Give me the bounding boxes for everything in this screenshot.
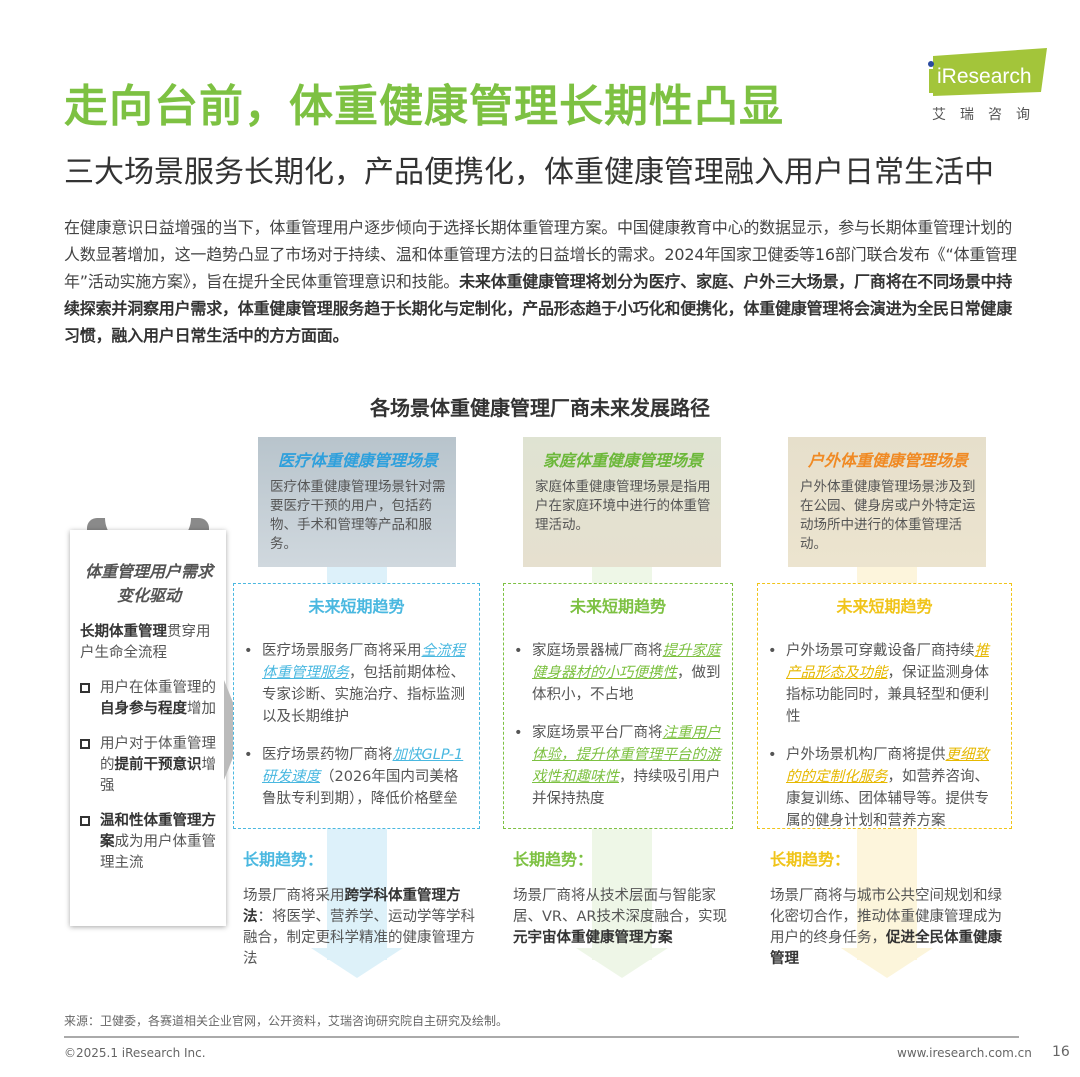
long-bold: 跨学科体重管理方法 xyxy=(243,888,461,925)
scene-description: 户外体重健康管理场景涉及到在公园、健身房或户外特定运动场所中进行的体重管理活动。 xyxy=(800,479,976,552)
bullet-highlight: 提升家庭健身器材的小巧便携性 xyxy=(532,643,721,681)
user-demand-heading: 体重管理用户需求变化驱动 xyxy=(84,562,213,605)
home-short-term-box: 未来短期趋势 • 家庭场景器械厂商将提升家庭健身器材的小巧便携性，做到体积小，不占… xyxy=(503,583,733,829)
bullet-highlight: 更细致的的定制化服务 xyxy=(786,747,989,785)
checkbox-square-icon xyxy=(80,739,90,749)
long-term-text: 场景厂商将采用跨学科体重管理方法：将医学、营养学、运动学等学科融合，制定更科学精… xyxy=(243,886,483,970)
page-title: 走向台前，体重健康管理长期性凸显 xyxy=(64,81,784,132)
bullet-text: ，做到体积小，不占地 xyxy=(532,665,721,703)
scene-title: 户外体重健康管理场景 xyxy=(807,451,968,470)
bullet-text: （2026年国内司美格鲁肽专利到期），降低价格壁垒 xyxy=(262,769,459,807)
bullet-text: 户外场景可穿戴设备厂商持续 xyxy=(786,643,975,659)
checkbox-square-icon xyxy=(80,683,90,693)
user-demand-panel: 体重管理用户需求变化驱动 长期体重管理贯穿用户生命全流程 用户在体重管理的自身参… xyxy=(70,530,226,926)
scene-title: 医疗体重健康管理场景 xyxy=(277,451,438,470)
long-term-text: 场景厂商将从技术层面与智能家居、VR、AR技术深度融合，实现元宇宙体重健康管理方… xyxy=(513,886,738,949)
trend-bullet: • 家庭场景平台厂商将注重用户体验，提升体重管理平台的游戏性和趣味性，持续吸引用户… xyxy=(514,725,721,807)
scene-title: 家庭体重健康管理场景 xyxy=(542,451,703,470)
source-note: 来源：卫健委，各赛道相关企业官网，公开资料，艾瑞咨询研究院自主研究及绘制。 xyxy=(64,1014,509,1028)
long-text: 场景厂商将采用 xyxy=(243,888,345,904)
long-text: 场景厂商将与城市公共空间规划和绿化密切合作，推动体重健康管理成为用户的终身任务， xyxy=(770,888,1002,946)
bullet-text: ，持续吸引用户并保持热度 xyxy=(532,769,721,807)
home-scene-card: 家庭体重健康管理场景 家庭体重健康管理场景是指用户在家庭环境中进行的体重管理活动… xyxy=(523,437,721,567)
long-bold: 促进全民体重健康管理 xyxy=(770,930,1002,967)
bullet-highlight: 加快GLP-1研发速度 xyxy=(262,747,464,785)
scene-description: 医疗体重健康管理场景针对需要医疗干预的用户，包括药物、手术和管理等产品和服务。 xyxy=(270,479,446,552)
trend-bullet: • 医疗场景服务厂商将采用全流程体重管理服务，包括前期体检、专家诊断、实施治疗、指… xyxy=(244,643,465,725)
long-text: 场景厂商将从技术层面与智能家居、VR、AR技术深度融合，实现 xyxy=(513,888,727,925)
scene-description: 家庭体重健康管理场景是指用户在家庭环境中进行的体重管理活动。 xyxy=(535,479,711,533)
item-bold: 提前干预意识 xyxy=(114,757,202,773)
item-bold: 自身参与程度 xyxy=(100,701,187,717)
demand-item: 用户对于体重管理的提前干预意识增强 xyxy=(80,734,218,797)
bullet-text: 医疗场景药物厂商将 xyxy=(262,747,393,763)
bullet-text: 家庭场景器械厂商将 xyxy=(532,643,663,659)
iresearch-logo: iResearch xyxy=(928,48,1047,96)
diagram-title: 各场景体重健康管理厂商未来发展路径 xyxy=(370,396,710,420)
item-text: 用户在体重管理的 xyxy=(100,680,216,696)
item-text: 用户对于体重管理的 xyxy=(100,736,216,773)
outdoor-scene-card: 户外体重健康管理场景 户外体重健康管理场景涉及到在公园、健身房或户外特定运动场所… xyxy=(788,437,986,567)
checkbox-square-icon xyxy=(80,816,90,826)
bullet-text: ，如营养咨询、康复训练、团体辅导等。提供专属的健身计划和营养方案 xyxy=(786,769,989,829)
bullet-text: 家庭场景平台厂商将 xyxy=(532,725,663,741)
item-text: 增加 xyxy=(187,701,216,717)
medical-short-term-box: 未来短期趋势 • 医疗场景服务厂商将采用全流程体重管理服务，包括前期体检、专家诊断… xyxy=(233,583,480,829)
logo-wordmark: iResearch xyxy=(937,65,1032,88)
item-text: 成为用户体重管理主流 xyxy=(100,834,216,871)
demand-item: 温和性体重管理方案成为用户体重管理主流 xyxy=(80,811,218,874)
item-bold: 温和性体重管理方案 xyxy=(100,813,216,850)
long-text: ：将医学、营养学、运动学等学科融合，制定更科学精准的健康管理方法 xyxy=(243,909,475,967)
trend-bullet: • 户外场景机构厂商将提供更细致的的定制化服务，如营养咨询、康复训练、团体辅导等。… xyxy=(768,747,989,829)
trend-bullet: • 家庭场景器械厂商将提升家庭健身器材的小巧便携性，做到体积小，不占地 xyxy=(514,643,721,703)
long-term-title: 长期趋势： xyxy=(513,850,594,869)
intro-paragraph: 在健康意识日益增强的当下，体重管理用户逐步倾向于选择长期体重管理方案。中国健康教… xyxy=(64,214,1020,349)
website-link[interactable]: www.iresearch.com.cn xyxy=(897,1046,1032,1060)
bullet-text: ，包括前期体检、专家诊断、实施治疗、指标监测以及长期维护 xyxy=(262,665,465,725)
intro-bold-text: 未来体重健康管理将划分为医疗、家庭、户外三大场景，厂商将在不同场景中持续探索并洞… xyxy=(64,272,1013,345)
demand-item: 用户在体重管理的自身参与程度增加 xyxy=(80,678,218,720)
logo-subtitle: 艾瑞咨询 xyxy=(932,107,1044,123)
page-number: 16 xyxy=(1052,1044,1070,1060)
short-term-title: 未来短期趋势 xyxy=(569,597,666,616)
intro-text: 在健康意识日益增强的当下，体重管理用户逐步倾向于选择长期体重管理方案。中国健康教… xyxy=(64,218,1017,291)
intro-normal: 贯穿用户生命全流程 xyxy=(80,624,211,661)
bullet-highlight: 注重用户体验，提升体重管理平台的游戏性和趣味性 xyxy=(532,725,721,785)
bullet-highlight: 全流程体重管理服务 xyxy=(262,643,465,681)
bullet-text: ，保证监测身体指标功能同时，兼具轻型和便利性 xyxy=(786,665,989,725)
page-subtitle: 三大场景服务长期化，产品便携化，体重健康管理融入用户日常生活中 xyxy=(64,155,994,190)
outdoor-short-term-box: 未来短期趋势 • 户外场景可穿戴设备厂商持续推产品形态及功能，保证监测身体指标功能… xyxy=(757,583,1012,829)
trend-bullet: • 医疗场景药物厂商将加快GLP-1研发速度（2026年国内司美格鲁肽专利到期），… xyxy=(244,747,464,807)
user-demand-intro: 长期体重管理贯穿用户生命全流程 xyxy=(80,622,218,664)
bullet-text: 户外场景机构厂商将提供 xyxy=(786,747,946,763)
short-term-title: 未来短期趋势 xyxy=(836,597,933,616)
copyright: ©2025.1 iResearch Inc. xyxy=(64,1046,206,1060)
medical-scene-card: 医疗体重健康管理场景 医疗体重健康管理场景针对需要医疗干预的用户，包括药物、手术… xyxy=(258,437,456,567)
bullet-highlight: 推产品形态及功能 xyxy=(786,643,989,681)
short-term-title: 未来短期趋势 xyxy=(308,597,405,616)
long-term-title: 长期趋势： xyxy=(243,850,324,869)
long-bold: 元宇宙体重健康管理方案 xyxy=(513,930,673,946)
intro-bold: 长期体重管理 xyxy=(80,624,167,640)
bullet-text: 医疗场景服务厂商将采用 xyxy=(262,643,422,659)
item-text: 增强 xyxy=(100,757,216,794)
long-term-text: 场景厂商将与城市公共空间规划和绿化密切合作，推动体重健康管理成为用户的终身任务，… xyxy=(770,886,1010,970)
trend-bullet: • 户外场景可穿戴设备厂商持续推产品形态及功能，保证监测身体指标功能同时，兼具轻型… xyxy=(768,643,989,725)
long-term-title: 长期趋势： xyxy=(770,850,851,869)
footer-divider xyxy=(64,1036,1019,1038)
